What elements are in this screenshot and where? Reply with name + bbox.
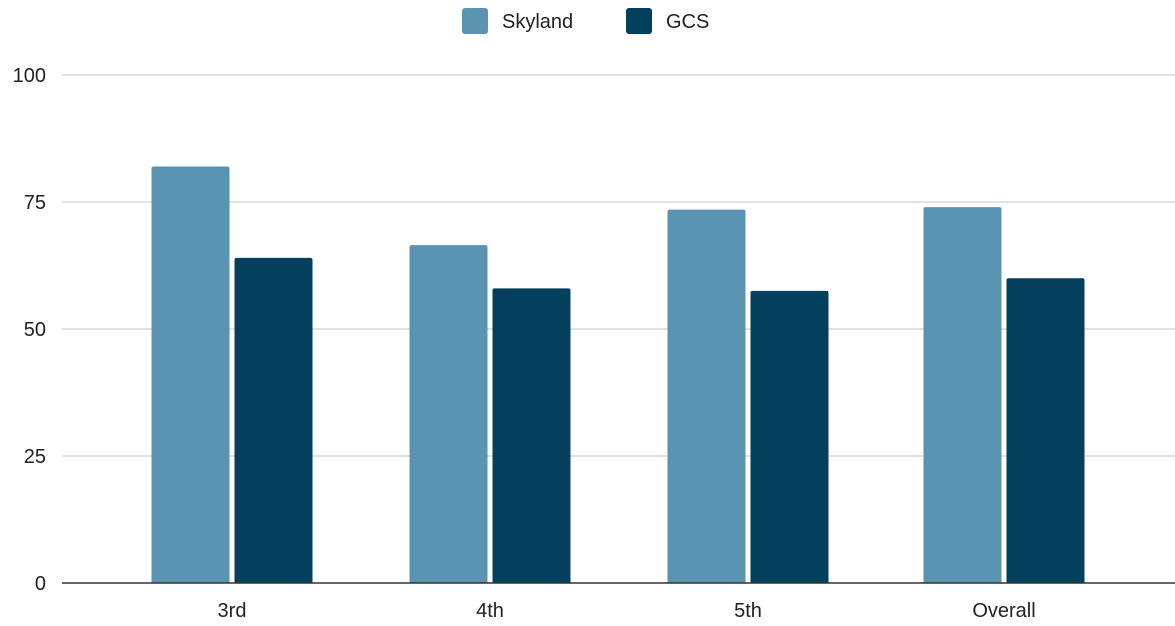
bar-skyland-3rd xyxy=(151,166,230,583)
y-tick-label: 75 xyxy=(24,192,46,214)
y-tick-label: 0 xyxy=(35,573,46,595)
y-tick-label: 50 xyxy=(24,319,46,341)
legend-swatch-skyland xyxy=(462,8,488,34)
bar-gcs-3rd xyxy=(234,257,313,583)
bar-gcs-5th xyxy=(750,290,829,583)
x-tick-label: 5th xyxy=(734,600,762,622)
bar-skyland-overall xyxy=(923,207,1002,583)
bars xyxy=(151,166,1085,583)
bar-gcs-overall xyxy=(1006,278,1085,583)
bar-gcs-4th xyxy=(492,288,571,583)
bar-skyland-4th xyxy=(409,245,488,583)
legend-label-skyland: Skyland xyxy=(502,11,573,33)
x-tick-label: Overall xyxy=(972,600,1035,622)
x-tick-label: 4th xyxy=(476,600,504,622)
y-tick-label: 100 xyxy=(13,65,46,87)
bar-skyland-5th xyxy=(667,209,746,583)
y-axis-ticks: 0 25 50 75 100 xyxy=(13,65,46,595)
legend-swatch-gcs xyxy=(626,8,652,34)
legend-label-gcs: GCS xyxy=(666,11,709,33)
x-axis-ticks: 3rd 4th 5th Overall xyxy=(218,600,1036,622)
x-tick-label: 3rd xyxy=(218,600,247,622)
y-tick-label: 25 xyxy=(24,446,46,468)
legend: Skyland GCS xyxy=(462,8,709,34)
